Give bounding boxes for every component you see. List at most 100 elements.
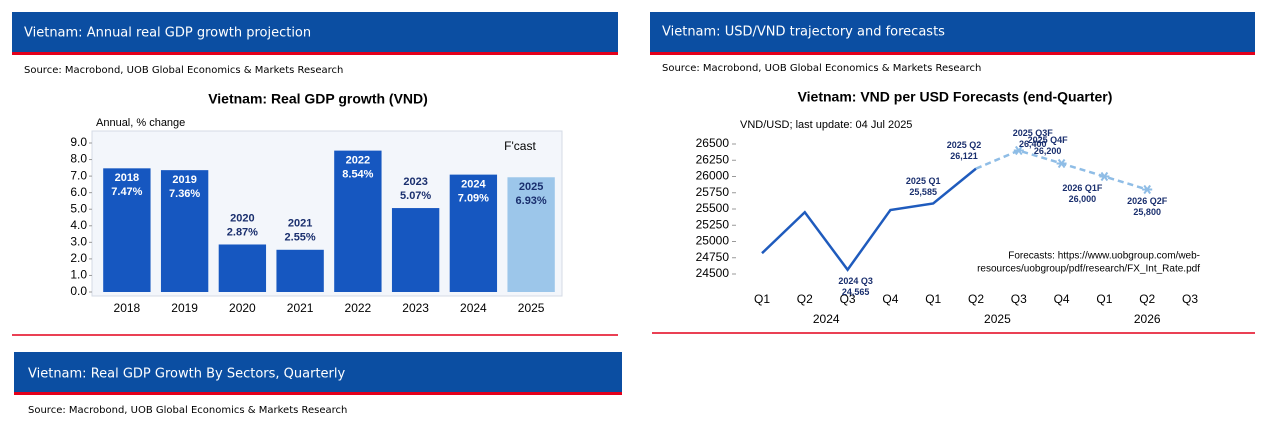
data-label: 26,121 bbox=[950, 151, 978, 161]
data-label-year: 2019 bbox=[172, 174, 196, 186]
y-tick-label: 25250 bbox=[696, 217, 730, 231]
forecast-marker bbox=[1056, 158, 1067, 169]
y-tick-label: 26500 bbox=[696, 136, 730, 150]
y-tick-label: 0.0 bbox=[70, 284, 87, 298]
point-label: 2026 Q2F bbox=[1127, 196, 1168, 206]
data-label-year: 2021 bbox=[288, 218, 312, 230]
chart-title: Vietnam: Real GDP growth (VND) bbox=[208, 91, 428, 107]
x-tick-label: Q4 bbox=[1054, 292, 1070, 306]
bar bbox=[507, 177, 555, 292]
marker-stroke bbox=[1057, 158, 1066, 169]
point-label: 2025 Q3F bbox=[1013, 128, 1054, 138]
x-tick-label: 2020 bbox=[229, 301, 256, 315]
y-tick-label: 1.0 bbox=[70, 268, 87, 282]
data-label-year: 2018 bbox=[115, 172, 139, 184]
y-tick-label: 6.0 bbox=[70, 185, 87, 199]
data-label: 26,000 bbox=[1069, 194, 1097, 204]
x-tick-label: Q2 bbox=[968, 292, 984, 306]
data-label: 24,565 bbox=[842, 287, 870, 297]
header-rule bbox=[650, 52, 1255, 55]
x-tick-label: Q3 bbox=[1182, 292, 1198, 306]
x-tick-label: Q3 bbox=[1011, 292, 1027, 306]
data-label: 7.47% bbox=[111, 186, 142, 198]
y-tick-label: 25000 bbox=[696, 234, 730, 248]
x-tick-label: 2022 bbox=[345, 301, 372, 315]
panel-header: Vietnam: Real GDP Growth By Sectors, Qua… bbox=[28, 367, 346, 382]
data-label: 2.55% bbox=[285, 232, 316, 244]
bar bbox=[276, 249, 324, 292]
panel-header: Vietnam: Annual real GDP growth projecti… bbox=[24, 26, 311, 41]
annotation: F'cast bbox=[504, 139, 536, 153]
source: Source: Macrobond, UOB Global Economics … bbox=[24, 65, 343, 76]
y-tick-label: 5.0 bbox=[70, 201, 87, 215]
y-tick-label: 2.0 bbox=[70, 251, 87, 265]
header-rule bbox=[12, 52, 618, 55]
header-bar bbox=[12, 12, 618, 52]
y-tick-label: 25500 bbox=[696, 201, 730, 215]
y-tick-label: 8.0 bbox=[70, 152, 87, 166]
data-label: 2.87% bbox=[227, 226, 258, 238]
x-group-label: 2025 bbox=[984, 312, 1011, 326]
point-label: 2024 Q3 bbox=[838, 276, 873, 286]
bar bbox=[160, 170, 209, 292]
x-tick-label: 2023 bbox=[402, 301, 429, 315]
data-label: 25,585 bbox=[909, 187, 937, 197]
panel-header: Vietnam: USD/VND trajectory and forecast… bbox=[662, 25, 945, 40]
source: Source: Macrobond, UOB Global Economics … bbox=[662, 63, 981, 74]
note: Forecasts: https://www.uobgroup.com/web- bbox=[1008, 251, 1200, 262]
x-tick-label: Q1 bbox=[925, 292, 941, 306]
point-label: 2025 Q4F bbox=[1028, 135, 1069, 145]
data-label-year: 2023 bbox=[403, 176, 427, 188]
x-tick-label: 2025 bbox=[518, 301, 545, 315]
x-tick-label: Q2 bbox=[1139, 292, 1155, 306]
point-label: 2026 Q1F bbox=[1062, 183, 1103, 193]
data-label-year: 2022 bbox=[346, 155, 370, 167]
x-tick-label: Q4 bbox=[882, 292, 898, 306]
source: Source: Macrobond, UOB Global Economics … bbox=[28, 405, 347, 416]
data-label: 5.07% bbox=[400, 190, 431, 202]
data-label-year: 2020 bbox=[230, 212, 254, 224]
header-bar bbox=[14, 352, 622, 392]
x-group-label: 2024 bbox=[813, 312, 840, 326]
y-tick-label: 9.0 bbox=[70, 135, 87, 149]
data-label-year: 2025 bbox=[519, 181, 543, 193]
x-tick-label: 2018 bbox=[114, 301, 141, 315]
data-label: 6.93% bbox=[516, 195, 547, 207]
note: resources/uobgroup/pdf/research/FX_Int_R… bbox=[977, 264, 1200, 275]
chart-subtitle: VND/USD; last update: 04 Jul 2025 bbox=[740, 119, 912, 131]
x-tick-label: 2021 bbox=[287, 301, 314, 315]
header-rule bbox=[14, 392, 622, 395]
marker-stroke bbox=[1014, 145, 1023, 156]
y-tick-label: 3.0 bbox=[70, 235, 87, 249]
data-label: 25,800 bbox=[1133, 207, 1161, 217]
x-tick-label: Q2 bbox=[797, 292, 813, 306]
data-label: 7.36% bbox=[169, 188, 200, 200]
y-tick-label: 24750 bbox=[696, 250, 730, 264]
header-bar bbox=[650, 12, 1255, 52]
y-tick-label: 26000 bbox=[696, 169, 730, 183]
bar bbox=[391, 208, 440, 292]
y-axis-label: Annual, % change bbox=[96, 117, 185, 129]
marker-stroke bbox=[1143, 184, 1151, 195]
line-series bbox=[761, 167, 977, 272]
x-tick-label: Q1 bbox=[754, 292, 770, 306]
forecast-marker bbox=[1013, 145, 1024, 156]
marker-stroke bbox=[1100, 171, 1109, 182]
point-label: 2025 Q2 bbox=[947, 140, 982, 150]
bar bbox=[218, 244, 267, 292]
bar bbox=[449, 174, 498, 292]
y-tick-label: 7.0 bbox=[70, 168, 87, 182]
data-label: 26,200 bbox=[1034, 146, 1062, 156]
data-label: 8.54% bbox=[342, 169, 373, 181]
x-tick-label: Q3 bbox=[840, 292, 856, 306]
x-tick-label: 2019 bbox=[171, 301, 198, 315]
y-tick-label: 4.0 bbox=[70, 218, 87, 232]
x-tick-label: Q1 bbox=[1096, 292, 1112, 306]
chart-title: Vietnam: VND per USD Forecasts (end-Quar… bbox=[798, 89, 1113, 105]
y-tick-label: 24500 bbox=[696, 266, 730, 280]
data-label: 7.09% bbox=[458, 193, 489, 205]
x-tick-label: 2024 bbox=[460, 301, 487, 315]
bar bbox=[334, 150, 382, 292]
data-label-year: 2024 bbox=[461, 179, 486, 191]
